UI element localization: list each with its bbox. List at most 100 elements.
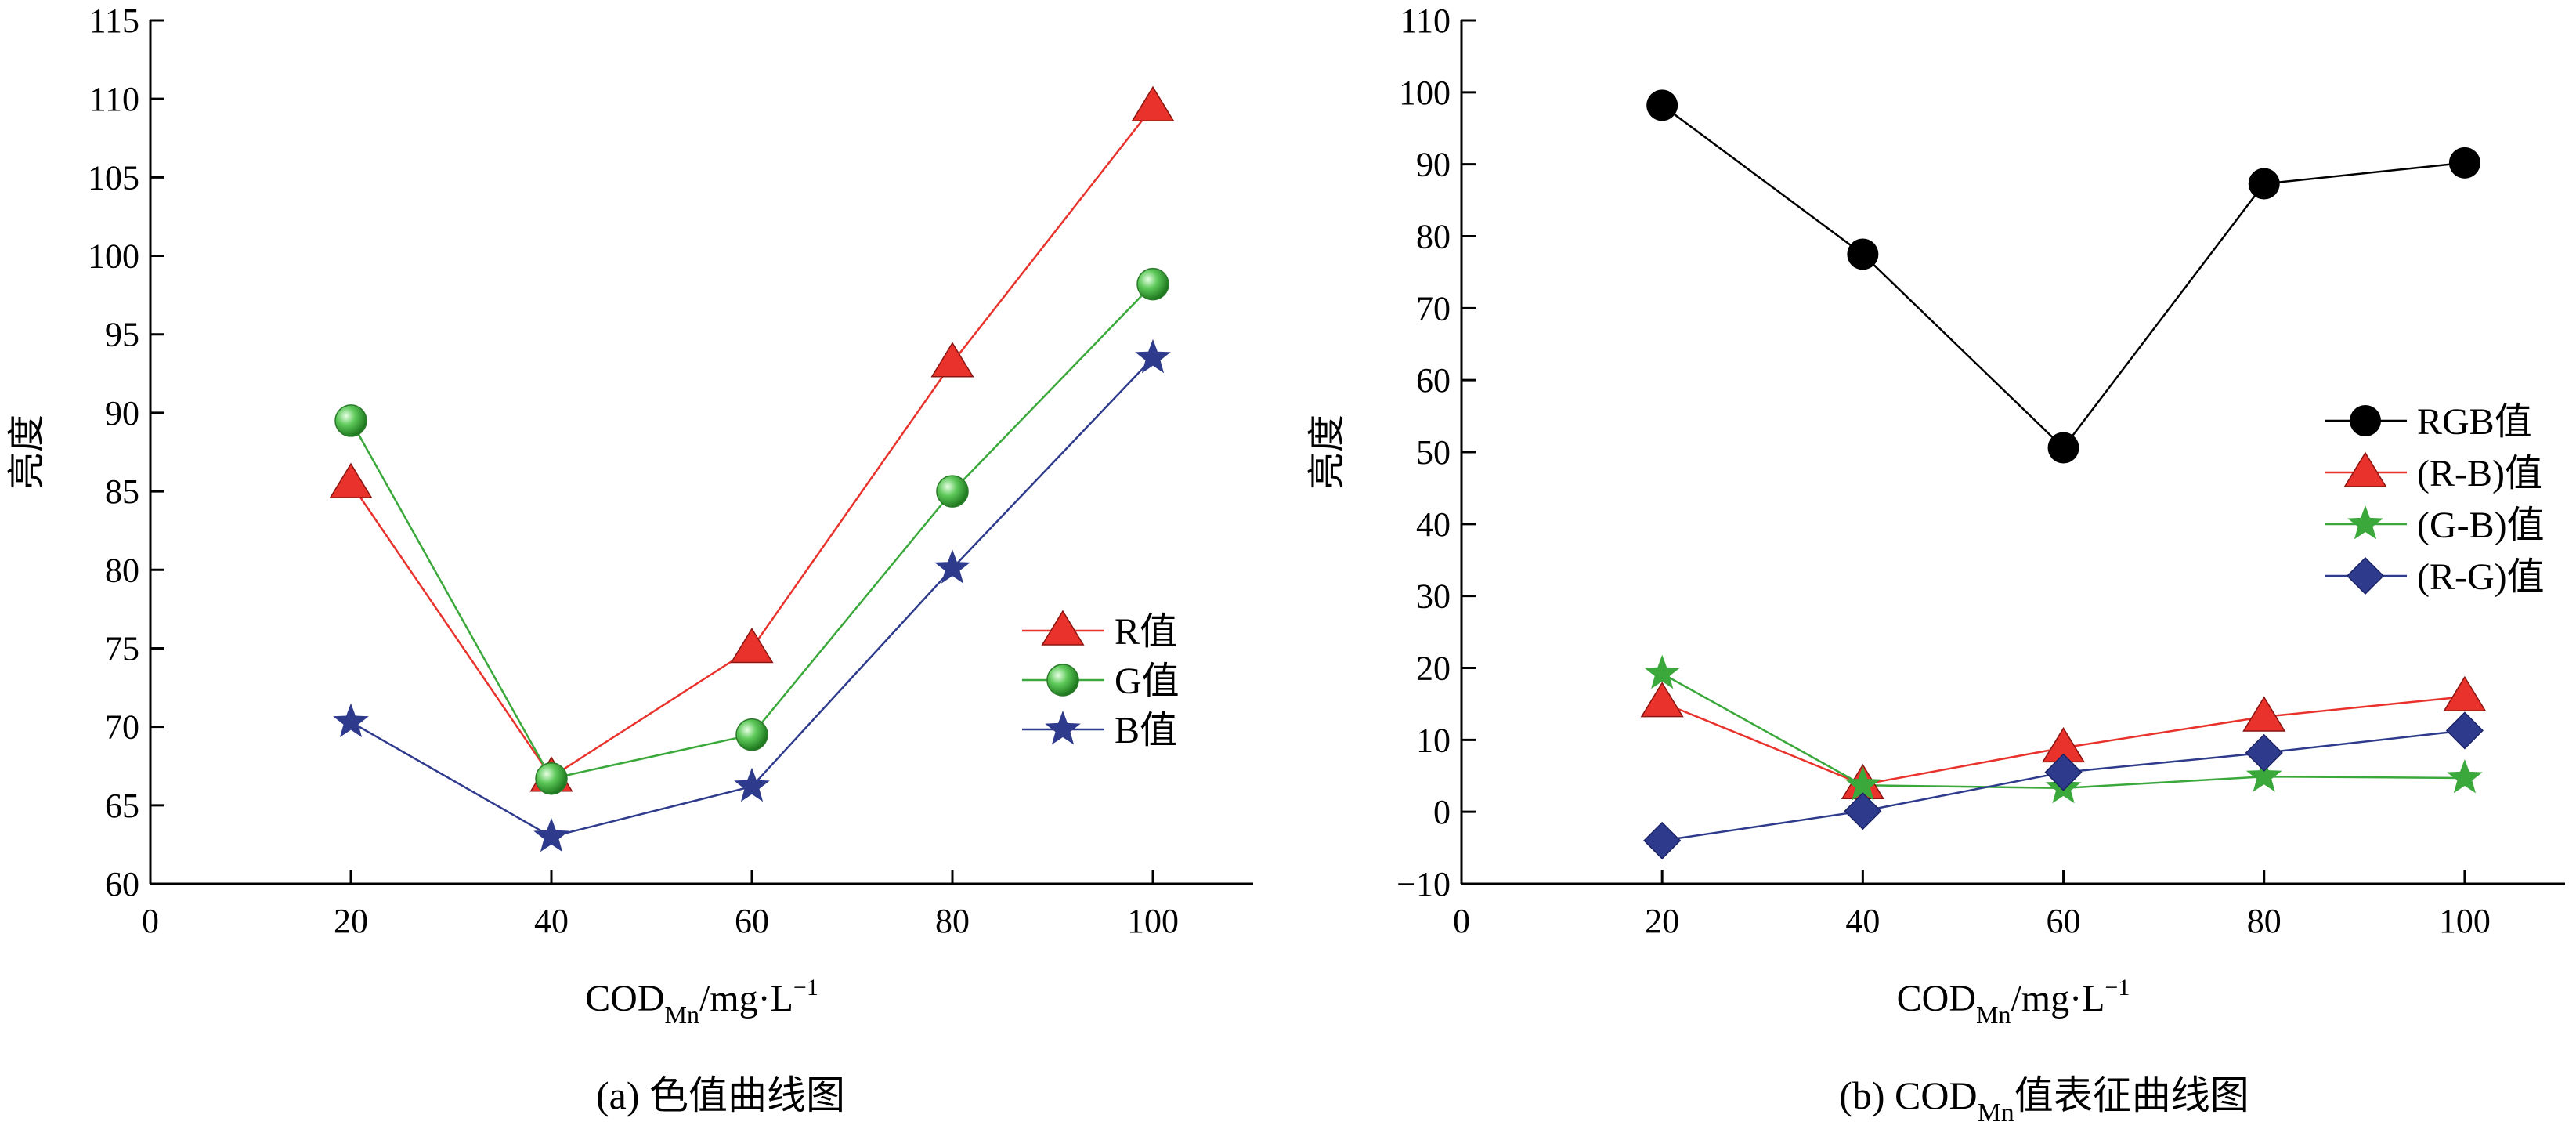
- series-line-2: [350, 356, 1154, 838]
- x-tick-label: 0: [142, 902, 159, 940]
- series-line-0: [1661, 104, 2466, 450]
- y-tick-label: 60: [1416, 361, 1451, 400]
- data-point-s2-1: [1844, 766, 1881, 801]
- data-point-s2-3: [2245, 758, 2282, 792]
- y-tick-label: 80: [1416, 218, 1451, 256]
- x-axis-title-main: COD: [585, 978, 664, 1019]
- data-point-s2-2: [734, 767, 770, 802]
- data-point-s1-2: [735, 718, 768, 751]
- data-point-s1-0: [1640, 682, 1684, 718]
- y-tick-label: 75: [105, 629, 139, 668]
- legend-marker-0: [2350, 405, 2381, 436]
- x-tick-label: 40: [1845, 902, 1880, 940]
- x-axis-title-unit: /mg·L: [699, 978, 793, 1019]
- y-tick-label: 0: [1433, 793, 1451, 831]
- y-tick-label: 70: [1416, 289, 1451, 327]
- legend-label-2: B值: [1115, 710, 1177, 751]
- x-tick-label: 40: [534, 902, 569, 940]
- legend-marker-3: [2346, 556, 2385, 595]
- legend-label-3: (R-G)值: [2417, 556, 2545, 598]
- data-point-s0-4: [1131, 85, 1175, 121]
- panel-caption-prefix: (b) COD: [1839, 1073, 1977, 1117]
- y-tick-label: 20: [1416, 650, 1451, 688]
- data-point-s0-0: [1646, 89, 1678, 121]
- x-axis-title-sup: −1: [793, 975, 818, 1001]
- data-point-s0-2: [730, 628, 774, 664]
- data-point-s3-4: [2445, 711, 2484, 750]
- panel-caption-sub: Mn: [1978, 1098, 2014, 1127]
- legend-marker-1: [1046, 664, 1079, 697]
- data-point-s1-0: [334, 404, 367, 437]
- y-tick-label: −10: [1396, 865, 1451, 903]
- y-tick-label: 90: [105, 394, 139, 432]
- legend-marker-0: [1041, 610, 1085, 646]
- x-tick-label: 60: [735, 902, 769, 940]
- y-tick-label: 10: [1416, 721, 1451, 759]
- data-point-s1-4: [2443, 675, 2487, 711]
- y-tick-label: 40: [1416, 505, 1451, 544]
- data-point-s2-0: [333, 703, 369, 737]
- y-tick-label: 85: [105, 472, 139, 511]
- x-axis-title-sub: Mn: [664, 1001, 699, 1029]
- data-point-s2-4: [2447, 759, 2483, 794]
- x-tick-label: 80: [2247, 902, 2282, 940]
- data-point-s3-3: [2245, 733, 2283, 772]
- y-tick-label: 80: [105, 551, 139, 589]
- x-tick-label: 20: [334, 902, 368, 940]
- data-point-s0-0: [329, 462, 373, 498]
- data-point-s3-2: [2044, 753, 2083, 791]
- x-axis-title: CODMn/mg·L−1: [585, 975, 818, 1029]
- data-point-s2-1: [533, 817, 569, 852]
- data-point-s1-1: [535, 762, 568, 795]
- legend-label-1: (R-B)值: [2417, 453, 2542, 494]
- data-point-s0-3: [2248, 168, 2280, 200]
- data-point-s1-4: [1136, 267, 1169, 301]
- y-axis-title: 亮度: [1306, 414, 1348, 490]
- x-axis-title-sup: −1: [2105, 975, 2130, 1001]
- x-tick-label: 20: [1645, 902, 1679, 940]
- y-axis-title: 亮度: [6, 414, 48, 490]
- x-tick-label: 60: [2047, 902, 2081, 940]
- y-tick-label: 50: [1416, 433, 1451, 472]
- data-point-s1-3: [2242, 696, 2286, 732]
- x-tick-label: 0: [1453, 902, 1470, 940]
- data-point-s3-1: [1844, 792, 1882, 830]
- legend-label-2: (G-B)值: [2417, 505, 2545, 546]
- x-tick-label: 100: [1127, 902, 1179, 940]
- y-tick-label: 70: [105, 708, 139, 747]
- data-point-s0-3: [930, 342, 974, 378]
- y-tick-label: 110: [1400, 2, 1451, 40]
- data-point-s2-4: [1135, 338, 1171, 374]
- legend-label-1: G值: [1115, 660, 1180, 702]
- y-tick-label: 100: [1399, 74, 1451, 112]
- x-axis-title-unit: /mg·L: [2011, 978, 2105, 1019]
- data-point-s0-4: [2448, 147, 2480, 179]
- legend-label-0: RGB值: [2417, 401, 2532, 443]
- data-point-s2-0: [1644, 654, 1680, 689]
- panel-caption: (a) 色值曲线图: [596, 1073, 845, 1117]
- y-tick-label: 30: [1416, 577, 1451, 616]
- series-line-1: [349, 283, 1154, 780]
- data-point-s0-2: [2047, 432, 2079, 464]
- y-tick-label: 115: [89, 2, 139, 40]
- series-line-0: [349, 106, 1154, 779]
- y-tick-label: 65: [105, 787, 139, 825]
- panel-caption: (b) CODMn值表征曲线图: [1839, 1073, 2249, 1127]
- legend-marker-2: [1045, 711, 1081, 745]
- y-tick-label: 90: [1416, 146, 1451, 184]
- panel-caption-suffix: 值表征曲线图: [2014, 1073, 2249, 1117]
- y-tick-label: 110: [89, 80, 139, 118]
- data-point-s0-1: [1847, 238, 1879, 270]
- x-axis-title-main: COD: [1897, 978, 1976, 1019]
- x-axis-title-sub: Mn: [1976, 1001, 2011, 1029]
- x-axis-title: CODMn/mg·L−1: [1897, 975, 2130, 1029]
- data-point-s1-3: [936, 475, 969, 508]
- legend-label-0: R值: [1115, 611, 1177, 653]
- legend-marker-2: [2347, 505, 2383, 540]
- legend-marker-1: [2343, 451, 2387, 487]
- chart-panel-a: 60 65 70 75 80 85 90 95 100 105 110 115 0 20 40 60 80 100…: [6, 2, 1253, 1117]
- data-point-s2-3: [934, 549, 970, 584]
- data-point-s3-0: [1643, 821, 1682, 859]
- y-tick-label: 105: [88, 158, 139, 197]
